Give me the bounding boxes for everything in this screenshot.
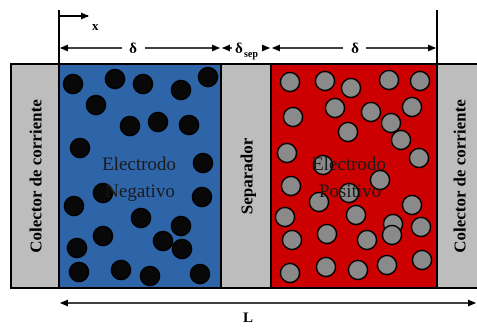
negative-particle-3	[132, 73, 154, 95]
negative-particle-1	[62, 73, 84, 95]
positive-particle-12	[276, 142, 298, 164]
negative-electrode-particles	[62, 66, 219, 287]
positive-electrode-particles	[274, 69, 433, 284]
positive-particle-8	[360, 101, 382, 123]
positive-particle-16	[280, 175, 302, 197]
positive-particle-32	[376, 254, 398, 276]
positive-particle-21	[308, 191, 330, 213]
negative-particle-5	[197, 66, 219, 88]
negative-particle-13	[92, 182, 114, 204]
current-collector-left-label: Colector de corriente	[27, 99, 46, 253]
positive-particle-5	[409, 70, 431, 92]
positive-particle-24	[410, 216, 432, 238]
current-collector-left	[10, 63, 60, 289]
delta-right-label: δ	[351, 41, 359, 57]
negative-particle-2	[104, 68, 126, 90]
negative-particle-23	[139, 265, 161, 287]
length-label: L	[243, 310, 253, 323]
delta-sep-subscript: sep	[244, 49, 258, 60]
delta-sep-label: δ	[235, 41, 243, 57]
negative-particle-14	[191, 186, 213, 208]
negative-particle-9	[178, 114, 200, 136]
positive-electrode-label-line2: Positivo	[319, 181, 381, 202]
positive-particle-2	[314, 70, 336, 92]
x-axis-label: x	[92, 18, 99, 33]
negative-particle-16	[170, 215, 192, 237]
delta-left-label: δ	[129, 41, 137, 57]
positive-particle-1	[279, 71, 301, 93]
positive-particle-18	[401, 194, 423, 216]
positive-particle-13	[390, 129, 412, 151]
negative-particle-12	[63, 195, 85, 217]
negative-particle-19	[66, 237, 88, 259]
negative-particle-18	[152, 230, 174, 252]
positive-particle-25	[316, 223, 338, 245]
current-collector-right	[436, 63, 477, 289]
negative-particle-4	[170, 79, 192, 101]
positive-particle-30	[315, 256, 337, 278]
negative-electrode-label-line2: Negativo	[105, 181, 175, 202]
positive-particle-20	[274, 206, 296, 228]
positive-particle-29	[279, 262, 301, 284]
negative-particle-20	[171, 238, 193, 260]
negative-particle-17	[92, 225, 114, 247]
negative-particle-15	[130, 207, 152, 229]
negative-particle-22	[110, 259, 132, 281]
positive-particle-14	[312, 154, 334, 176]
positive-particle-19	[369, 169, 391, 191]
positive-particle-15	[408, 147, 430, 169]
negative-electrode-label-line1: Electrodo	[102, 154, 176, 175]
positive-particle-17	[338, 182, 360, 204]
negative-particle-6	[85, 94, 107, 116]
positive-particle-4	[378, 69, 400, 91]
positive-particle-27	[356, 229, 378, 251]
positive-particle-26	[281, 229, 303, 251]
positive-particle-11	[380, 112, 402, 134]
negative-particle-7	[119, 115, 141, 137]
positive-particle-31	[347, 259, 369, 281]
positive-particle-33	[411, 249, 433, 271]
positive-particle-10	[337, 121, 359, 143]
negative-particle-21	[68, 261, 90, 283]
positive-electrode-label-line1: Electrodo	[312, 154, 386, 175]
negative-particle-24	[189, 263, 211, 285]
current-collector-right-label: Colector de corriente	[451, 99, 470, 253]
positive-particle-3	[340, 77, 362, 99]
positive-particle-28	[381, 224, 403, 246]
positive-particle-7	[324, 97, 346, 119]
negative-particle-8	[147, 111, 169, 133]
negative-particle-10	[69, 137, 91, 159]
positive-particle-9	[401, 96, 423, 118]
positive-particle-6	[282, 106, 304, 128]
separator-label: Separador	[238, 137, 257, 214]
negative-particle-11	[192, 152, 214, 174]
positive-particle-22	[345, 204, 367, 226]
